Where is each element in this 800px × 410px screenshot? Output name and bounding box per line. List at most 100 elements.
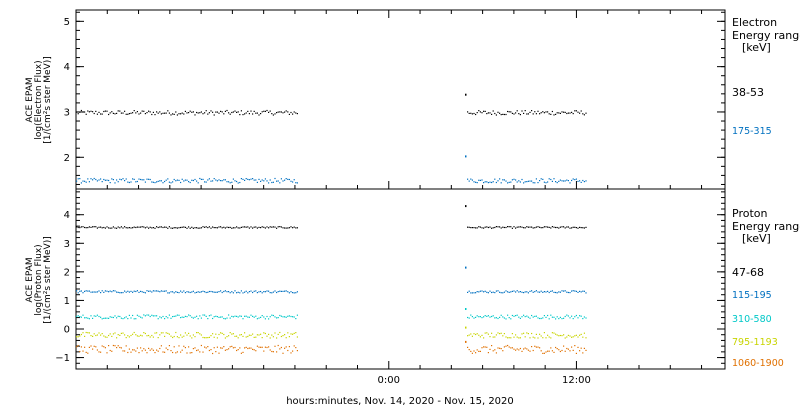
- data-point: [162, 290, 164, 292]
- data-point: [76, 315, 78, 318]
- data-point: [478, 110, 480, 112]
- data-point: [215, 179, 217, 181]
- data-point: [85, 181, 87, 183]
- data-point: [531, 226, 533, 228]
- data-point: [208, 315, 210, 317]
- data-point: [561, 226, 563, 228]
- data-point: [236, 226, 238, 228]
- data-point: [507, 110, 509, 113]
- data-point: [260, 346, 262, 348]
- series-proton-795-1193: [76, 326, 587, 339]
- data-point: [244, 113, 246, 115]
- data-point: [204, 181, 206, 183]
- data-point: [543, 291, 545, 293]
- data-point: [471, 352, 473, 354]
- data-point: [502, 226, 504, 228]
- data-point: [164, 318, 166, 320]
- data-point: [237, 111, 239, 113]
- data-point: [513, 226, 515, 228]
- data-point: [526, 226, 528, 228]
- data-point: [542, 291, 544, 293]
- data-point: [287, 227, 289, 229]
- data-point: [559, 334, 561, 337]
- data-point: [119, 315, 121, 318]
- data-point: [226, 336, 228, 338]
- data-point: [577, 111, 579, 113]
- data-point: [491, 332, 493, 334]
- data-point: [284, 111, 286, 113]
- data-point: [168, 226, 170, 228]
- data-point: [583, 316, 585, 318]
- data-point: [505, 345, 507, 347]
- data-point: [266, 290, 268, 292]
- data-point: [199, 351, 201, 353]
- data-point: [497, 347, 499, 349]
- data-point: [258, 291, 260, 293]
- data-point: [220, 180, 222, 182]
- data-point: [87, 332, 89, 334]
- data-point: [109, 290, 111, 292]
- data-point: [80, 226, 82, 228]
- data-point: [215, 315, 217, 317]
- data-point: [532, 349, 534, 352]
- data-point: [167, 349, 169, 351]
- data-point: [197, 291, 199, 293]
- data-point: [244, 291, 246, 293]
- data-point: [542, 227, 544, 229]
- data-point: [255, 112, 257, 114]
- data-point: [486, 226, 488, 228]
- data-point: [284, 334, 286, 336]
- data-point: [242, 335, 244, 337]
- data-point: [582, 227, 584, 229]
- data-point: [244, 226, 246, 228]
- data-point: [260, 316, 262, 318]
- data-point: [574, 335, 576, 337]
- data-point: [194, 178, 196, 181]
- data-point: [183, 345, 185, 347]
- data-point: [92, 317, 94, 319]
- data-point: [197, 227, 199, 229]
- data-point: [101, 333, 103, 335]
- data-point: [508, 226, 510, 228]
- data-point: [532, 227, 534, 229]
- data-point: [242, 226, 244, 228]
- data-point: [475, 316, 477, 318]
- data-point: [271, 314, 273, 316]
- data-point: [282, 180, 284, 182]
- data-point: [572, 178, 574, 180]
- data-point: [515, 112, 517, 114]
- data-point: [208, 226, 210, 228]
- data-point: [116, 347, 118, 349]
- data-point: [547, 111, 549, 113]
- data-point: [559, 291, 561, 293]
- data-point: [527, 333, 529, 335]
- data-point: [160, 317, 162, 319]
- data-point: [555, 113, 557, 115]
- data-point: [575, 227, 577, 229]
- data-point: [117, 110, 119, 112]
- data-point: [508, 111, 510, 113]
- data-point: [492, 110, 494, 112]
- data-point: [282, 227, 284, 229]
- data-point: [186, 112, 188, 114]
- data-point: [277, 333, 279, 335]
- data-point: [486, 315, 488, 317]
- data-point: [100, 113, 102, 115]
- data-point: [258, 334, 260, 336]
- data-point: [124, 334, 126, 336]
- data-point: [467, 291, 469, 293]
- data-point: [476, 291, 478, 293]
- data-point: [511, 314, 513, 317]
- data-point: [117, 226, 119, 228]
- data-point: [133, 318, 135, 320]
- data-point: [186, 291, 188, 293]
- y-tick-label: 3: [64, 239, 70, 250]
- data-point: [288, 315, 290, 317]
- data-point: [569, 350, 571, 352]
- data-point: [127, 335, 129, 337]
- data-point: [574, 179, 576, 181]
- data-point: [532, 113, 534, 115]
- data-point: [515, 315, 517, 317]
- data-point: [558, 349, 560, 351]
- data-point: [165, 290, 167, 292]
